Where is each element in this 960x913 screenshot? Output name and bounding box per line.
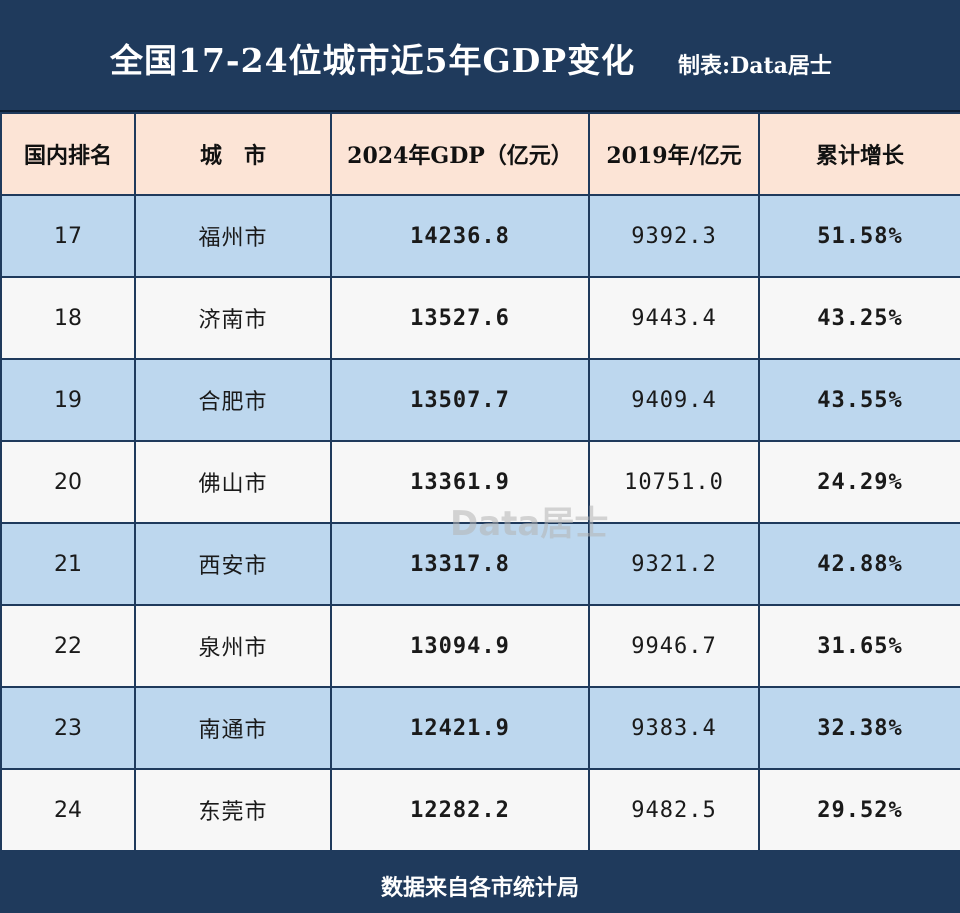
column-header-gdp-2024: 2024年GDP（亿元） bbox=[330, 112, 590, 196]
gdp-2024-cell: 12421.9 bbox=[330, 686, 590, 770]
growth-cell: 24.29% bbox=[758, 440, 960, 524]
page-title: 全国17-24位城市近5年GDP变化 bbox=[110, 41, 636, 80]
gdp-2024-cell: 14236.8 bbox=[330, 194, 590, 278]
table-row: 24 东莞市 12282.2 9482.5 29.52% bbox=[0, 768, 960, 852]
city-cell: 福州市 bbox=[134, 194, 332, 278]
table-row: 17 福州市 14236.8 9392.3 51.58% bbox=[0, 194, 960, 278]
growth-cell: 29.52% bbox=[758, 768, 960, 852]
city-cell: 东莞市 bbox=[134, 768, 332, 852]
gdp-2024-cell: 13361.9 bbox=[330, 440, 590, 524]
gdp-2019-cell: 9946.7 bbox=[588, 604, 760, 688]
gdp-2019-cell: 9383.4 bbox=[588, 686, 760, 770]
rank-cell: 23 bbox=[0, 686, 136, 770]
gdp-2024-cell: 13317.8 bbox=[330, 522, 590, 606]
table-row: 19 合肥市 13507.7 9409.4 43.55% bbox=[0, 358, 960, 442]
column-header-gdp-2019: 2019年/亿元 bbox=[588, 112, 760, 196]
gdp-2019-cell: 9392.3 bbox=[588, 194, 760, 278]
rank-cell: 24 bbox=[0, 768, 136, 852]
city-cell: 合肥市 bbox=[134, 358, 332, 442]
table-row: 21 西安市 13317.8 9321.2 42.88% bbox=[0, 522, 960, 606]
rank-cell: 20 bbox=[0, 440, 136, 524]
gdp-2024-cell: 13507.7 bbox=[330, 358, 590, 442]
column-header-rank: 国内排名 bbox=[0, 112, 136, 196]
growth-cell: 51.58% bbox=[758, 194, 960, 278]
growth-cell: 31.65% bbox=[758, 604, 960, 688]
city-cell: 西安市 bbox=[134, 522, 332, 606]
table-row: 18 济南市 13527.6 9443.4 43.25% bbox=[0, 276, 960, 360]
gdp-table: 国内排名 城 市 2024年GDP（亿元） 2019年/亿元 累计增长 17 福… bbox=[0, 112, 960, 852]
gdp-2019-cell: 9409.4 bbox=[588, 358, 760, 442]
column-header-city: 城 市 bbox=[134, 112, 332, 196]
table-row: 23 南通市 12421.9 9383.4 32.38% bbox=[0, 686, 960, 770]
source-note: 数据来自各市统计局 bbox=[380, 875, 579, 901]
footer-bar: 数据来自各市统计局 bbox=[0, 852, 960, 913]
city-cell: 佛山市 bbox=[134, 440, 332, 524]
city-cell: 济南市 bbox=[134, 276, 332, 360]
title-bar: 全国17-24位城市近5年GDP变化 制表:Data居士 bbox=[0, 0, 960, 112]
rank-cell: 18 bbox=[0, 276, 136, 360]
growth-cell: 32.38% bbox=[758, 686, 960, 770]
gdp-2024-cell: 13094.9 bbox=[330, 604, 590, 688]
table-row: 22 泉州市 13094.9 9946.7 31.65% bbox=[0, 604, 960, 688]
city-cell: 泉州市 bbox=[134, 604, 332, 688]
table-row: 20 佛山市 13361.9 10751.0 24.29% bbox=[0, 440, 960, 524]
gdp-2024-cell: 13527.6 bbox=[330, 276, 590, 360]
gdp-2019-cell: 9482.5 bbox=[588, 768, 760, 852]
credit-label: 制表:Data居士 bbox=[678, 53, 832, 79]
growth-cell: 43.55% bbox=[758, 358, 960, 442]
rank-cell: 17 bbox=[0, 194, 136, 278]
gdp-2019-cell: 10751.0 bbox=[588, 440, 760, 524]
gdp-2024-cell: 12282.2 bbox=[330, 768, 590, 852]
column-header-growth: 累计增长 bbox=[758, 112, 960, 196]
rank-cell: 19 bbox=[0, 358, 136, 442]
growth-cell: 43.25% bbox=[758, 276, 960, 360]
rank-cell: 21 bbox=[0, 522, 136, 606]
growth-cell: 42.88% bbox=[758, 522, 960, 606]
gdp-2019-cell: 9321.2 bbox=[588, 522, 760, 606]
rank-cell: 22 bbox=[0, 604, 136, 688]
gdp-2019-cell: 9443.4 bbox=[588, 276, 760, 360]
city-cell: 南通市 bbox=[134, 686, 332, 770]
table-header-row: 国内排名 城 市 2024年GDP（亿元） 2019年/亿元 累计增长 bbox=[0, 112, 960, 196]
